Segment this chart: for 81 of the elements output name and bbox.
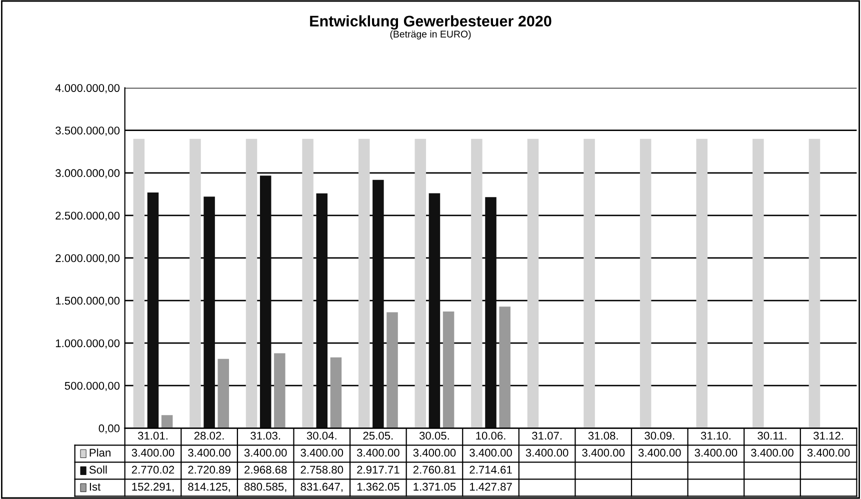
bar — [428, 193, 440, 428]
data-label: 880.585, — [244, 482, 286, 492]
bar — [358, 138, 370, 428]
x-tick-label: 30.09. — [644, 432, 674, 440]
data-label: 1.362.05 — [357, 482, 400, 491]
bar — [190, 138, 201, 428]
data-label: 3.400.00 — [582, 448, 625, 457]
bar — [147, 192, 159, 428]
bar — [471, 138, 482, 428]
data-label: 3.400.00 — [413, 448, 456, 457]
x-tick-label: 31.08. — [588, 432, 618, 440]
data-label: 2.758.80 — [300, 466, 344, 474]
x-tick-label: 25.05. — [363, 432, 393, 440]
data-label: 2.760.81 — [413, 466, 456, 474]
bar — [752, 138, 764, 428]
bar — [414, 138, 426, 428]
x-tick-label: 31.12. — [814, 432, 843, 440]
x-tick-label: 31.03. — [250, 432, 280, 440]
bar — [808, 138, 820, 428]
data-label: 1.371.05 — [414, 482, 456, 491]
y-tick-label: 3.000.000,00 — [56, 169, 120, 178]
y-tick-label: 2.000.000,00 — [56, 254, 120, 264]
legend-label: Soll — [89, 466, 107, 474]
bar — [499, 306, 510, 428]
y-tick-label: 3.500.000,00 — [56, 126, 120, 136]
bar — [246, 138, 258, 428]
x-tick-label: 31.10. — [700, 432, 730, 440]
x-tick-label: 10.06. — [476, 432, 506, 440]
bar — [274, 353, 286, 428]
bar — [260, 176, 272, 428]
data-label: 3.400.00 — [244, 448, 287, 457]
data-label: 3.400.00 — [694, 448, 738, 457]
data-label: 2.720.89 — [188, 466, 230, 474]
bar — [330, 357, 342, 428]
bar — [204, 196, 215, 428]
x-tick-label: 30.05. — [419, 432, 449, 440]
data-label: 3.400.00 — [470, 448, 512, 457]
data-label: 2.917.71 — [357, 466, 400, 474]
bar — [442, 311, 454, 428]
y-tick-label: 1.000.000,00 — [56, 339, 120, 349]
y-tick-label: 1.500.000,00 — [56, 296, 120, 306]
chart-subtitle: (Beträge in EURO) — [390, 30, 471, 40]
legend-label: Ist — [90, 482, 101, 491]
legend-label: Plan — [90, 448, 110, 457]
bar — [527, 138, 539, 428]
bar — [584, 138, 595, 428]
y-tick-label: 500.000,00 — [64, 382, 120, 392]
y-tick-label: 0,00 — [98, 424, 120, 434]
data-label: 3.400.00 — [188, 448, 230, 457]
x-tick-label: 31.01. — [138, 432, 168, 440]
bar — [696, 138, 708, 428]
x-tick-label: 30.04. — [306, 432, 336, 440]
y-tick-label: 2.500.000,00 — [56, 212, 120, 221]
data-label: 2.770.02 — [132, 466, 174, 474]
bar — [133, 138, 145, 428]
data-label: 3.400.00 — [300, 448, 344, 457]
data-label: 3.400.00 — [526, 448, 568, 457]
data-label: 1.427.87 — [470, 482, 512, 491]
chart-title: Entwicklung Gewerbesteuer 2020 — [310, 15, 552, 30]
data-label: 3.400.00 — [638, 448, 681, 457]
bar — [372, 180, 384, 428]
data-label: 3.400.00 — [356, 448, 400, 457]
data-label: 2.968.68 — [244, 466, 287, 474]
bar — [302, 138, 314, 428]
data-label: 3.400.00 — [132, 448, 174, 457]
bar — [386, 312, 398, 428]
data-label: 814.125, — [188, 482, 230, 492]
data-label: 3.400.00 — [807, 448, 850, 457]
data-label: 2.714.61 — [470, 466, 512, 474]
bar — [485, 197, 496, 428]
bar — [218, 358, 229, 428]
x-tick-label: 30.11. — [758, 432, 786, 440]
bar — [640, 138, 652, 428]
x-tick-label: 31.07. — [532, 432, 562, 440]
x-tick-label: 28.02. — [194, 432, 224, 440]
data-label: 152.291, — [132, 482, 174, 492]
data-label: 831.647, — [300, 482, 343, 492]
bar — [161, 415, 173, 428]
y-tick-label: 4.000.000,00 — [55, 84, 120, 94]
data-label: 3.400.00 — [751, 448, 794, 457]
bar — [316, 193, 328, 428]
